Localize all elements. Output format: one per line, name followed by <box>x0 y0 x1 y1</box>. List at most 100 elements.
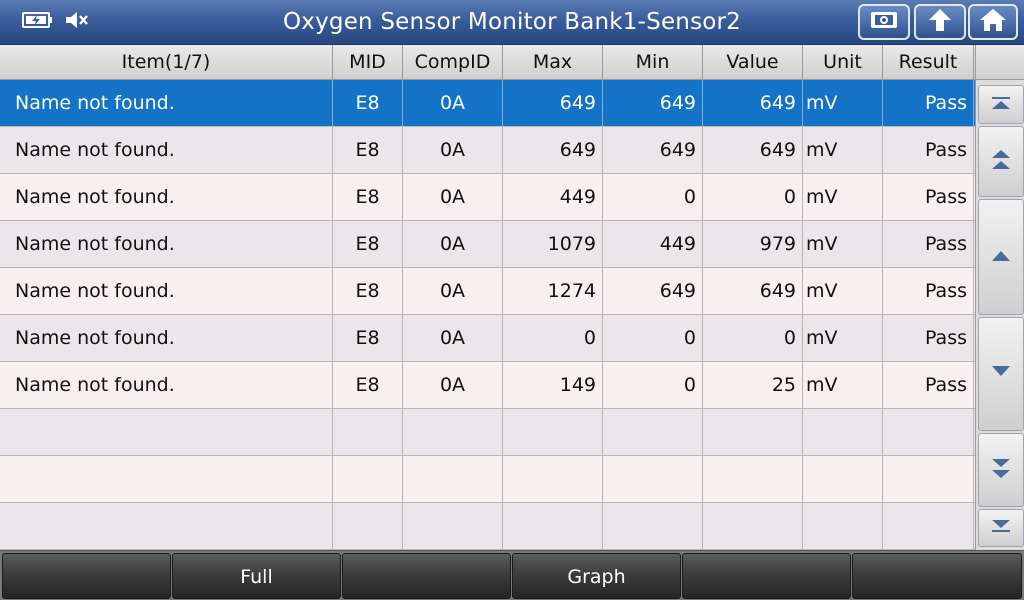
title-bar: Oxygen Sensor Monitor Bank1-Sensor2 <box>0 0 1024 45</box>
table-row[interactable]: Name not found. E8 0A 1274 649 649 mV Pa… <box>0 268 975 315</box>
empty-cell <box>333 409 403 455</box>
empty-cell <box>0 503 333 549</box>
compid-cell: 0A <box>403 362 503 408</box>
value-cell: 649 <box>703 80 803 126</box>
item-cell: Name not found. <box>0 174 333 220</box>
back-arrow-icon <box>926 7 954 37</box>
column-header-item[interactable]: Item(1/7) <box>0 45 333 80</box>
empty-cell <box>0 456 333 502</box>
unit-cell: mV <box>803 221 883 267</box>
unit-cell: mV <box>803 268 883 314</box>
column-header-value[interactable]: Value <box>703 45 803 80</box>
page-down-button[interactable] <box>978 433 1024 507</box>
value-cell: 979 <box>703 221 803 267</box>
max-cell: 449 <box>503 174 603 220</box>
min-cell: 0 <box>603 362 703 408</box>
unit-cell: mV <box>803 80 883 126</box>
empty-cell <box>0 409 333 455</box>
result-cell: Pass <box>883 174 974 220</box>
home-icon <box>979 7 1007 37</box>
min-cell: 649 <box>603 268 703 314</box>
item-cell: Name not found. <box>0 362 333 408</box>
page-title: Oxygen Sensor Monitor Bank1-Sensor2 <box>282 9 742 35</box>
compid-cell: 0A <box>403 315 503 361</box>
graph-button[interactable]: Graph <box>512 553 681 599</box>
empty-cell <box>603 409 703 455</box>
mid-cell: E8 <box>333 127 403 173</box>
data-table: Item(1/7) MID CompID Max Min Value Unit … <box>0 45 975 550</box>
empty-cell <box>403 409 503 455</box>
mid-cell: E8 <box>333 362 403 408</box>
screenshot-button[interactable] <box>858 4 910 40</box>
empty-row <box>0 503 975 550</box>
empty-cell <box>883 456 974 502</box>
back-button[interactable] <box>914 4 966 40</box>
compid-cell: 0A <box>403 174 503 220</box>
scroll-bottom-button[interactable] <box>978 509 1024 547</box>
unit-cell: mV <box>803 127 883 173</box>
empty-row <box>0 409 975 456</box>
empty-cell <box>403 456 503 502</box>
status-icons <box>22 10 90 34</box>
empty-cell <box>703 503 803 549</box>
line-up-icon <box>989 247 1013 267</box>
full-button[interactable]: Full <box>172 553 341 599</box>
footer-button-3[interactable] <box>342 553 511 599</box>
scroll-top-icon <box>989 95 1013 115</box>
result-cell: Pass <box>883 80 974 126</box>
column-header-result[interactable]: Result <box>883 45 974 80</box>
mid-cell: E8 <box>333 80 403 126</box>
unit-cell: mV <box>803 362 883 408</box>
max-cell: 1079 <box>503 221 603 267</box>
footer-button-1[interactable] <box>2 553 171 599</box>
unit-cell: mV <box>803 174 883 220</box>
column-header-compid[interactable]: CompID <box>403 45 503 80</box>
scroll-bottom-icon <box>989 518 1013 538</box>
line-down-icon <box>989 364 1013 384</box>
column-header-min[interactable]: Min <box>603 45 703 80</box>
column-header-unit[interactable]: Unit <box>803 45 883 80</box>
scroll-top-button[interactable] <box>978 85 1024 124</box>
empty-cell <box>883 503 974 549</box>
mid-cell: E8 <box>333 174 403 220</box>
item-cell: Name not found. <box>0 80 333 126</box>
footer-toolbar: Full Graph <box>0 550 1024 600</box>
empty-cell <box>603 456 703 502</box>
max-cell: 649 <box>503 127 603 173</box>
footer-button-5[interactable] <box>682 553 851 599</box>
min-cell: 649 <box>603 80 703 126</box>
page-down-icon <box>989 455 1013 485</box>
mid-cell: E8 <box>333 221 403 267</box>
home-button[interactable] <box>968 4 1018 40</box>
value-cell: 649 <box>703 268 803 314</box>
footer-button-6[interactable] <box>852 553 1022 599</box>
page-up-button[interactable] <box>978 126 1024 197</box>
compid-cell: 0A <box>403 221 503 267</box>
compid-cell: 0A <box>403 127 503 173</box>
value-cell: 25 <box>703 362 803 408</box>
empty-cell <box>503 456 603 502</box>
min-cell: 0 <box>603 315 703 361</box>
item-cell: Name not found. <box>0 315 333 361</box>
column-header-mid[interactable]: MID <box>333 45 403 80</box>
page-up-icon <box>989 147 1013 177</box>
table-header: Item(1/7) MID CompID Max Min Value Unit … <box>0 45 975 80</box>
table-row[interactable]: Name not found. E8 0A 0 0 0 mV Pass <box>0 315 975 362</box>
max-cell: 0 <box>503 315 603 361</box>
line-down-button[interactable] <box>978 317 1024 431</box>
table-row[interactable]: Name not found. E8 0A 649 649 649 mV Pas… <box>0 127 975 174</box>
max-cell: 149 <box>503 362 603 408</box>
table-row[interactable]: Name not found. E8 0A 649 649 649 mV Pas… <box>0 80 975 127</box>
column-header-max[interactable]: Max <box>503 45 603 80</box>
scroll-bar <box>975 45 1024 550</box>
screenshot-icon <box>869 9 899 35</box>
table-row[interactable]: Name not found. E8 0A 449 0 0 mV Pass <box>0 174 975 221</box>
empty-cell <box>603 503 703 549</box>
compid-cell: 0A <box>403 80 503 126</box>
table-row[interactable]: Name not found. E8 0A 149 0 25 mV Pass <box>0 362 975 409</box>
table-row[interactable]: Name not found. E8 0A 1079 449 979 mV Pa… <box>0 221 975 268</box>
result-cell: Pass <box>883 127 974 173</box>
min-cell: 649 <box>603 127 703 173</box>
line-up-button[interactable] <box>978 199 1024 315</box>
value-cell: 0 <box>703 315 803 361</box>
